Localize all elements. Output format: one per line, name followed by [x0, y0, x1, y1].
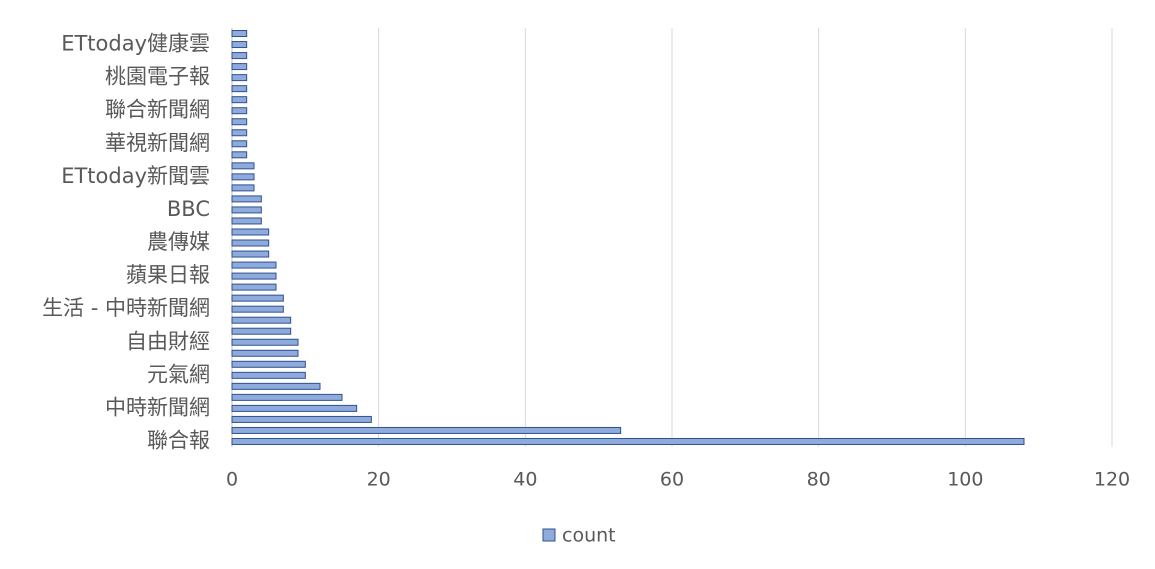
bar — [231, 415, 372, 423]
bar — [231, 382, 321, 390]
y-tick-label: BBC — [167, 197, 210, 221]
bar — [231, 41, 248, 49]
y-tick-label: 桃園電子報 — [105, 65, 210, 89]
y-tick-label: 華視新聞網 — [105, 131, 210, 155]
y-tick-label: ETtoday健康雲 — [61, 32, 210, 56]
bar — [231, 118, 248, 126]
legend-label: count — [562, 525, 616, 547]
bar — [231, 107, 248, 115]
x-tick-label: 40 — [513, 469, 537, 491]
bar — [231, 360, 306, 368]
bar — [231, 437, 1025, 445]
bar — [231, 85, 248, 93]
bar — [231, 349, 299, 357]
bar — [231, 316, 292, 324]
bar — [231, 371, 306, 379]
bar — [231, 162, 255, 170]
bar — [231, 30, 248, 38]
y-tick-label: 中時新聞網 — [105, 395, 210, 419]
x-tick-label: 80 — [807, 469, 831, 491]
bar — [231, 173, 255, 181]
x-tick-label: 100 — [947, 469, 983, 491]
x-tick-label: 60 — [660, 469, 684, 491]
bar — [231, 74, 248, 82]
y-tick-label: 聯合新聞網 — [105, 98, 210, 122]
bar — [231, 96, 248, 104]
bar — [231, 327, 292, 335]
bar — [231, 283, 277, 291]
y-tick-label: 元氣網 — [147, 362, 210, 386]
bar — [231, 63, 248, 71]
x-tick-label: 20 — [367, 469, 391, 491]
x-tick-label: 120 — [1094, 469, 1130, 491]
y-tick-label: 生活 - 中時新聞網 — [42, 296, 210, 320]
bar — [231, 239, 270, 247]
bar — [231, 261, 277, 269]
bar — [231, 272, 277, 280]
y-tick-label: 自由財經 — [126, 329, 210, 353]
y-tick-label: 聯合報 — [147, 428, 210, 452]
bar — [231, 393, 343, 401]
bar — [231, 426, 622, 434]
bar — [231, 228, 270, 236]
bar — [231, 195, 262, 203]
x-tick-label: 0 — [226, 469, 238, 491]
bar — [231, 52, 248, 60]
y-tick-label: ETtoday新聞雲 — [61, 164, 210, 188]
bar — [231, 184, 255, 192]
bar — [231, 404, 358, 412]
bar — [231, 294, 284, 302]
bar — [231, 338, 299, 346]
y-tick-label: 農傳媒 — [147, 230, 210, 254]
bar — [231, 151, 248, 159]
bar — [231, 140, 248, 148]
y-tick-label: 蘋果日報 — [126, 263, 210, 287]
bar — [231, 206, 262, 214]
bar — [231, 250, 270, 258]
bar — [231, 305, 284, 313]
bar — [231, 217, 262, 225]
bar — [231, 129, 248, 137]
legend-swatch — [542, 528, 556, 542]
